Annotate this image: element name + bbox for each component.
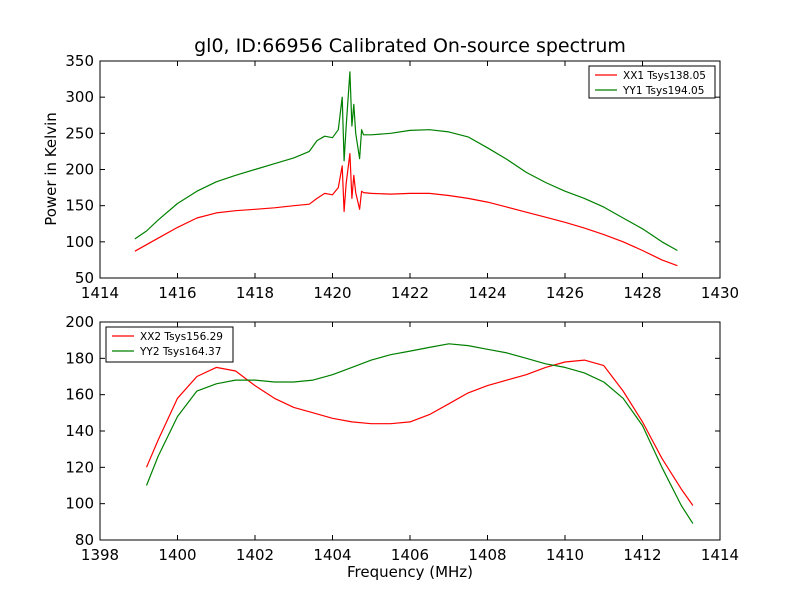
legend-label: XX1 Tsys138.05 <box>623 70 706 82</box>
x-tick-label: 1430 <box>701 284 739 302</box>
legend-box <box>105 326 234 363</box>
y-tick-label: 180 <box>65 349 94 367</box>
chart-title: gl0, ID:66956 Calibrated On-source spect… <box>194 35 626 57</box>
x-tick-label: 1416 <box>158 284 196 302</box>
x-tick-label: 1424 <box>468 284 506 302</box>
x-tick-label: 1404 <box>313 546 351 564</box>
x-tick-label: 1428 <box>623 284 661 302</box>
y-tick-label: 300 <box>65 88 94 106</box>
y-tick-label: 150 <box>65 197 94 215</box>
bottom-panel: 1398 1400 1402 1404 1406 1408 1410 1412 1414 80 10… <box>65 313 739 564</box>
x-tick-label: 1414 <box>701 546 739 564</box>
series-line-1-2 <box>134 71 678 252</box>
x-tick-label: 1422 <box>391 284 429 302</box>
x-tick-label: 1414 <box>81 284 119 302</box>
legend-label: XX2 Tsys156.29 <box>140 331 223 343</box>
series-line-1-1 <box>134 153 678 267</box>
legend-box <box>588 65 716 99</box>
y-tick-label: 350 <box>65 52 94 70</box>
y-tick-label: 250 <box>65 124 94 142</box>
x-tick-label: 1408 <box>468 546 506 564</box>
x-tick-label: 1410 <box>546 546 584 564</box>
x-tick-label: 1418 <box>236 284 274 302</box>
y-axis-label: Power in Kelvin <box>42 112 60 226</box>
legend-label: YY1 Tsys194.05 <box>622 85 704 97</box>
y-tick-label: 160 <box>65 386 94 404</box>
y-tick-label: 100 <box>65 495 94 513</box>
x-tick-label: 1400 <box>158 546 196 564</box>
top-panel: 1414 1416 1418 1420 1422 1424 1426 1428 1430 50 10… <box>65 52 739 302</box>
y-tick-label: 80 <box>75 531 94 549</box>
y-tick-label: 200 <box>65 313 94 331</box>
x-tick-label: 1412 <box>623 546 661 564</box>
series-line-2-2 <box>145 343 694 524</box>
series-line-2-1 <box>145 359 694 506</box>
y-tick-label: 50 <box>75 269 94 287</box>
x-tick-label: 1402 <box>236 546 274 564</box>
y-tick-label: 200 <box>65 161 94 179</box>
x-tick-label: 1420 <box>313 284 351 302</box>
y-tick-label: 140 <box>65 422 94 440</box>
x-axis-label: Frequency (MHz) <box>347 563 473 581</box>
y-tick-label: 100 <box>65 233 94 251</box>
x-tick-label: 1406 <box>391 546 429 564</box>
x-tick-label: 1426 <box>546 284 584 302</box>
x-tick-label: 1398 <box>81 546 119 564</box>
legend-label: YY2 Tsys164.37 <box>139 346 221 358</box>
y-tick-label: 120 <box>65 458 94 476</box>
